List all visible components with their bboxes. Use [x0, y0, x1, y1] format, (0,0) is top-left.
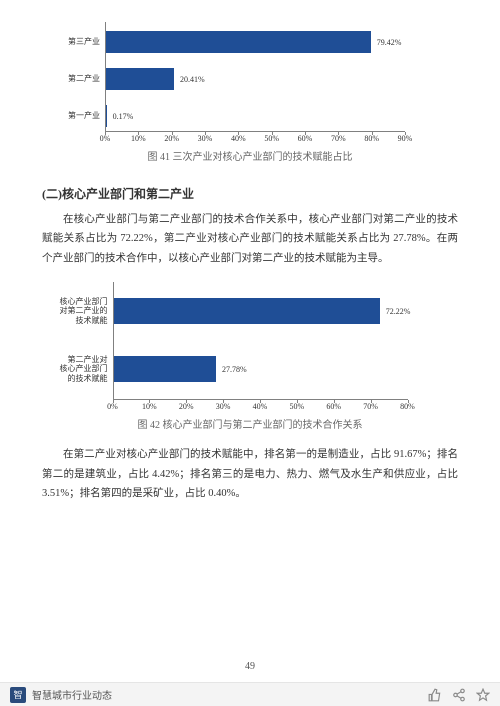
x-tick: 10% — [142, 402, 157, 411]
x-tick: 20% — [164, 134, 179, 143]
x-tick: 20% — [179, 402, 194, 411]
x-tick: 70% — [331, 134, 346, 143]
x-tick: 0% — [100, 134, 111, 143]
x-tick: 40% — [231, 134, 246, 143]
bar-value: 20.41% — [180, 75, 205, 84]
x-tick: 40% — [253, 402, 268, 411]
bar-label: 第一产业 — [56, 105, 106, 127]
bar-label: 第二产业对 核心产业部门 的技术赋能 — [54, 356, 114, 382]
share-icon[interactable] — [452, 688, 466, 702]
source-avatar-icon: 智 — [10, 687, 26, 703]
bar-row: 核心产业部门 对第二产业的 技术赋能72.22% — [114, 298, 411, 324]
bar — [114, 356, 216, 382]
chart2-caption: 图 42 核心产业部门与第二产业部门的技术合作关系 — [42, 416, 458, 431]
x-tick: 30% — [216, 402, 231, 411]
bar-value: 79.42% — [377, 38, 402, 47]
chart1-caption: 图 41 三次产业对核心产业部门的技术赋能占比 — [42, 148, 458, 163]
chart-tech-relation: 核心产业部门 对第二产业的 技术赋能72.22%第二产业对 核心产业部门 的技术… — [42, 282, 458, 431]
bar — [106, 105, 107, 127]
source-label: 智慧城市行业动态 — [32, 687, 112, 702]
bar — [114, 298, 380, 324]
x-tick: 60% — [326, 402, 341, 411]
x-tick: 90% — [398, 134, 413, 143]
x-tick: 70% — [363, 402, 378, 411]
star-icon[interactable] — [476, 688, 490, 702]
paragraph-2: 在第二产业对核心产业部门的技术赋能中，排名第一的是制造业，占比 91.67%；排… — [42, 445, 458, 503]
bar-row: 第二产业对 核心产业部门 的技术赋能27.78% — [114, 356, 247, 382]
x-tick: 30% — [198, 134, 213, 143]
bar-label: 核心产业部门 对第二产业的 技术赋能 — [54, 298, 114, 324]
chart-industry-share: 第三产业79.42%第二产业20.41%第一产业0.17%0%10%20%30%… — [42, 22, 458, 163]
x-tick: 50% — [264, 134, 279, 143]
x-tick: 10% — [131, 134, 146, 143]
bar-label: 第二产业 — [56, 68, 106, 90]
bar-value: 72.22% — [386, 307, 411, 316]
bar-row: 第三产业79.42% — [106, 31, 401, 53]
x-tick: 80% — [364, 134, 379, 143]
thumbs-up-icon[interactable] — [428, 688, 442, 702]
x-tick: 60% — [298, 134, 313, 143]
paragraph-1: 在核心产业部门与第二产业部门的技术合作关系中，核心产业部门对第二产业的技术赋能关… — [42, 210, 458, 268]
x-tick: 0% — [107, 402, 118, 411]
x-tick: 50% — [290, 402, 305, 411]
bar-row: 第二产业20.41% — [106, 68, 205, 90]
bar — [106, 31, 371, 53]
x-tick: 80% — [400, 402, 415, 411]
bar-value: 0.17% — [113, 112, 134, 121]
section-heading: (二)核心产业部门和第二产业 — [42, 185, 458, 202]
source-footer: 智 智慧城市行业动态 — [0, 682, 500, 706]
page-number: 49 — [0, 661, 500, 672]
bar — [106, 68, 174, 90]
bar-value: 27.78% — [222, 365, 247, 374]
bar-row: 第一产业0.17% — [106, 105, 133, 127]
bar-label: 第三产业 — [56, 31, 106, 53]
